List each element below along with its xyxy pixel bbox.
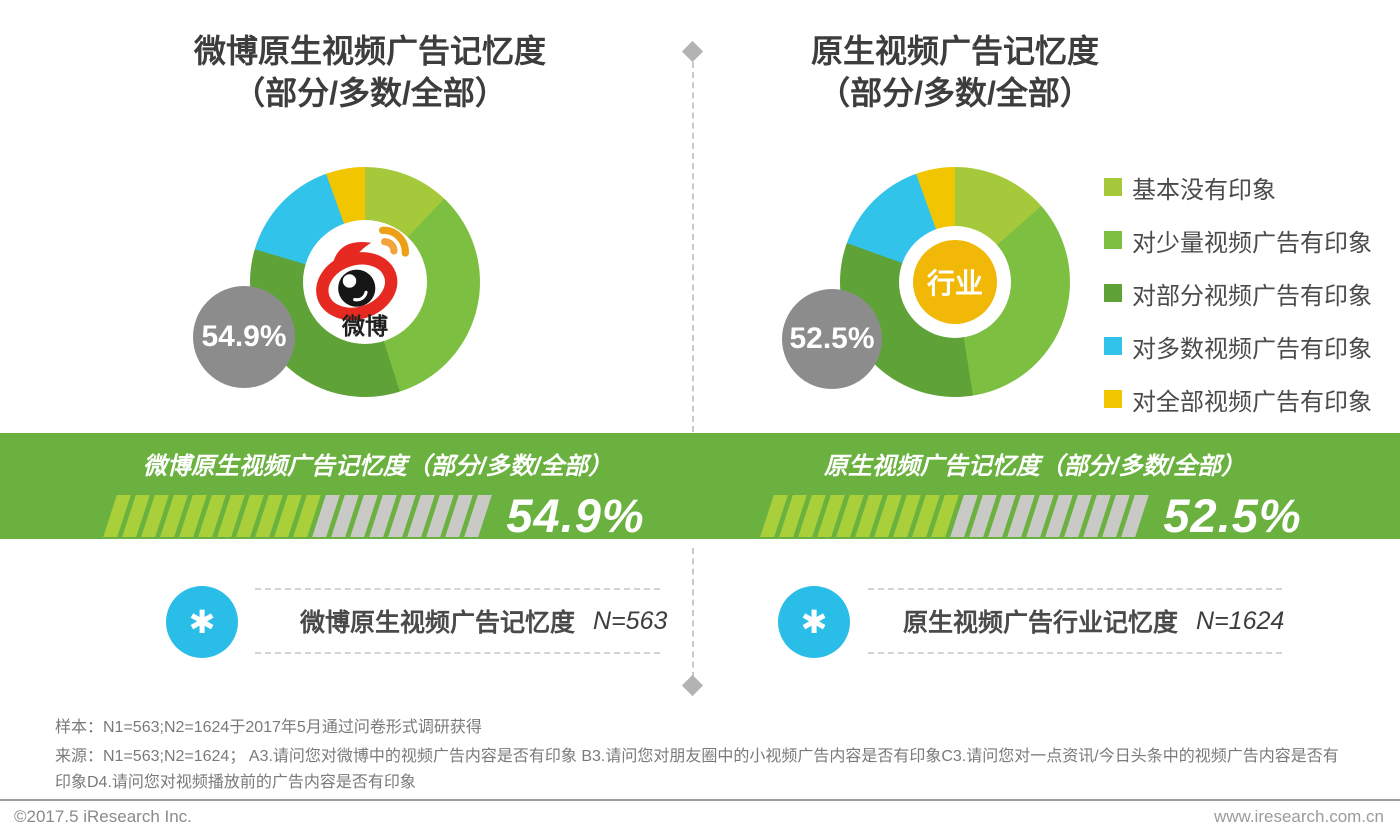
summary-banner: 微博原生视频广告记忆度（部分/多数/全部） 54.9% 原生视频广告记忆度（部分… [0, 433, 1400, 542]
legend-item: 对全部视频广告有印象 [1104, 382, 1372, 416]
legend-label: 对少量视频广告有印象 [1132, 229, 1372, 257]
legend-label: 对部分视频广告有印象 [1132, 282, 1372, 310]
legend-item: 对部分视频广告有印象 [1104, 276, 1372, 310]
divider-diamond-bottom [681, 674, 704, 697]
left-chart-title-line1: 微博原生视频广告记忆度 [193, 33, 546, 69]
legend-swatch-none [1104, 178, 1122, 196]
weibo-progress-gauge [103, 494, 493, 537]
footnotes: 样本：N1=563;N2=1624于2017年5月通过问卷形式调研获得 来源：N… [55, 715, 1340, 796]
legend-item: 对少量视频广告有印象 [1104, 223, 1372, 257]
weibo-pie-center: 微博 [303, 220, 427, 344]
industry-banner-percentage: 52.5% [1163, 489, 1302, 542]
asterisk-icon: ✱ [166, 586, 238, 658]
divider-dashed-line-bottom [692, 548, 694, 678]
legend-label: 对全部视频广告有印象 [1132, 388, 1372, 416]
industry-center-badge: 行业 [913, 240, 997, 324]
industry-sample-note: 原生视频广告行业记忆度 N=1624 [868, 588, 1285, 654]
legend-label: 基本没有印象 [1132, 176, 1276, 204]
industry-percentage-badge: 52.5% [782, 289, 882, 389]
left-chart-title-line2: （部分/多数/全部） [233, 75, 507, 111]
legend-swatch-all [1104, 390, 1122, 408]
weibo-logo-icon [304, 221, 426, 343]
bottom-divider-line [0, 799, 1400, 801]
asterisk-icon: ✱ [778, 586, 850, 658]
industry-banner-block: 原生视频广告记忆度（部分/多数/全部） 52.5% [752, 433, 1317, 542]
industry-sample-note-label: 原生视频广告行业记忆度 [903, 609, 1179, 637]
industry-pie-center: 行业 [899, 226, 1011, 338]
weibo-banner-block: 微博原生视频广告记忆度（部分/多数/全部） 54.9% [95, 433, 660, 542]
sample-footnote: 样本：N1=563;N2=1624于2017年5月通过问卷形式调研获得 [55, 719, 482, 736]
weibo-wordmark-label: 微博 [342, 313, 388, 339]
legend-swatch-some [1104, 284, 1122, 302]
weibo-banner-title: 微博原生视频广告记忆度（部分/多数/全部） [142, 453, 613, 480]
industry-progress-gauge [760, 494, 1150, 537]
industry-pie-chart: 行业 [840, 167, 1070, 397]
legend-item: 基本没有印象 [1104, 170, 1372, 204]
website-url: www.iresearch.com.cn [1213, 807, 1384, 826]
divider-diamond-top [681, 40, 704, 63]
weibo-sample-size: N=563 [593, 606, 668, 635]
copyright-text: ©2017.5 iResearch Inc. [14, 807, 192, 826]
legend-swatch-most [1104, 337, 1122, 355]
legend: 基本没有印象 对少量视频广告有印象 对部分视频广告有印象 对多数视频广告有印象 … [1104, 170, 1372, 435]
divider-dashed-line-top [692, 62, 694, 432]
right-chart-title-line2: （部分/多数/全部） [818, 75, 1092, 111]
industry-banner-row: 52.5% [752, 488, 1317, 543]
right-chart-title: 原生视频广告记忆度 （部分/多数/全部） [745, 30, 1165, 114]
legend-swatch-few [1104, 231, 1122, 249]
industry-banner-title: 原生视频广告记忆度（部分/多数/全部） [823, 453, 1246, 480]
weibo-banner-row: 54.9% [95, 488, 660, 543]
industry-sample-size: N=1624 [1196, 606, 1285, 635]
right-chart-title-line1: 原生视频广告记忆度 [810, 33, 1099, 69]
legend-label: 对多数视频广告有印象 [1132, 335, 1372, 363]
source-footnote: 来源：N1=563;N2=1624； A3.请问您对微博中的视频广告内容是否有印… [55, 748, 1339, 791]
legend-item: 对多数视频广告有印象 [1104, 329, 1372, 363]
weibo-sample-note: 微博原生视频广告记忆度 N=563 [255, 588, 667, 654]
weibo-percentage-badge: 54.9% [193, 286, 295, 388]
left-chart-title: 微博原生视频广告记忆度 （部分/多数/全部） [60, 30, 680, 114]
weibo-banner-percentage: 54.9% [506, 489, 645, 542]
weibo-sample-note-label: 微博原生视频广告记忆度 [300, 609, 576, 637]
